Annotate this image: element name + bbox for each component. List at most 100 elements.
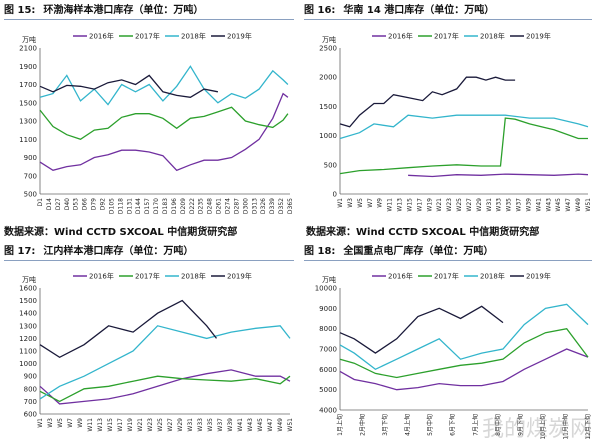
chart-2-xtick-25: W51 [287,418,294,432]
chart-1-xtick-18: W37 [516,198,523,212]
chart-2-xtick-24: W49 [277,418,284,432]
chart-1-series-2016年 [408,173,589,178]
chart-2-ytick-1: 700 [24,398,37,406]
chart-2-xtick-21: W43 [247,418,254,432]
chart-3-xtick-9: 10月上旬 [539,414,547,440]
chart-2-xtick-8: W17 [117,418,124,432]
chart-1-xtick-24: W49 [575,198,582,212]
chart-3-xtick-6: 7月上旬 [471,414,479,436]
chart-3-series-2017年 [339,327,589,379]
chart-2-xtick-23: W47 [267,418,274,432]
chart-2-xtick-9: W19 [127,418,134,432]
chart-17-title-bar: 图 17: 江内样本港口库存（单位：万吨） [4,244,294,261]
chart-3-ylabel: 万吨 [322,275,336,284]
chart-2-xtick-22: W45 [257,418,264,432]
chart-1-ylabel: 万吨 [322,35,336,44]
chart-3-series-2018年 [339,303,589,371]
chart-3-xtick-4: 5月中旬 [426,414,434,436]
chart-0-ytick-6: 1700 [19,81,37,89]
chart-3-ytick-1: 5000 [319,386,337,394]
chart-3-legend-label-3: 2019年 [526,272,551,281]
chart-0-ytick-8: 2100 [19,45,37,53]
chart-0-xtick-4: D53 [73,198,80,210]
chart-3-ytick-4: 8000 [319,325,337,333]
chart-16-title-bar: 图 16: 华南 14 港口库存（单位：万吨） [304,3,592,20]
chart-0-xtick-3: D40 [64,198,71,210]
chart-2-ytick-6: 1200 [19,335,37,343]
chart-1-xtick-4: W9 [377,198,384,208]
chart-1-xtick-12: W25 [456,198,463,212]
chart-2-ytick-8: 1400 [19,310,37,318]
chart-1-xtick-9: W19 [426,198,433,212]
chart-3-ytick-6: 10000 [315,285,337,293]
chart-1-xtick-3: W7 [367,198,374,208]
chart-0-xtick-10: D131 [126,198,133,214]
chart-2-xtick-10: W21 [137,418,144,432]
chart-2-xtick-4: W9 [77,418,84,428]
chart-3-series-2016年 [339,348,589,391]
chart-1-legend-label-3: 2019年 [526,32,551,41]
chart-3-xtick-3: 4月上旬 [404,414,412,436]
chart-0-xtick-24: D313 [251,198,258,214]
chart-0-xtick-28: D365 [287,198,294,214]
chart-17-title: 江内样本港口库存（单位：万吨） [43,246,194,257]
chart-1-xtick-10: W21 [436,198,443,212]
chart-0-xtick-15: D196 [171,198,178,214]
chart-0-xtick-19: D248 [207,198,214,214]
source-caption-right: 数据来源：Wind CCTD SXCOAL 中信期货研究部 [306,227,540,238]
chart-3-legend-label-0: 2016年 [388,272,413,281]
chart-3-ytick-5: 9000 [319,305,337,313]
chart-0-ytick-4: 1300 [19,118,37,126]
chart-3-xtick-7: 8月中旬 [494,414,502,436]
chart-1-legend-label-1: 2017年 [434,32,459,41]
chart-1-ytick-1: 500 [324,161,337,169]
chart-1-xtick-16: W33 [496,198,503,212]
chart-1-series-2018年 [339,114,589,140]
chart-3-ytick-3: 7000 [319,346,337,354]
chart-0-ytick-1: 700 [24,172,37,180]
chart-2-legend-label-3: 2019年 [227,272,252,281]
chart-3-xtick-11: 12月下旬 [584,414,592,440]
chart-0-ytick-0: 500 [24,191,37,199]
chart-0-xtick-16: D209 [180,198,187,214]
chart-1-xtick-2: W5 [357,198,364,208]
chart-0-xtick-6: D79 [91,198,98,210]
chart-18-title-bar: 图 18: 全国重点电厂库存（单位：万吨） [304,244,592,261]
chart-2-ytick-0: 600 [24,411,37,419]
chart-0-xtick-21: D274 [225,198,232,214]
chart-2-legend-label-0: 2016年 [89,272,114,281]
chart-15-title-bar: 图 15: 环渤海样本港口库存（单位：万吨） [4,3,294,20]
chart-0-ytick-5: 1500 [19,99,37,107]
chart-2-series-2016年 [39,369,291,405]
chart-0-xtick-13: D170 [153,198,160,214]
chart-2-ytick-9: 1500 [19,297,37,305]
chart-1-ytick-0: 0 [333,191,337,199]
chart-2-ytick-5: 1100 [19,348,37,356]
chart-1-xtick-15: W31 [486,198,493,212]
chart-0-legend-label-2: 2018年 [181,32,206,41]
chart-0-xtick-17: D222 [189,198,196,214]
chart-0-xtick-1: D14 [46,198,53,210]
chart-3-ytick-2: 6000 [319,366,337,374]
source-caption-left: 数据来源：Wind CCTD SXCOAL 中信期货研究部 [4,227,238,238]
chart-0-xtick-26: D339 [269,198,276,214]
chart-1-xtick-5: W11 [387,198,394,212]
chart-0-xtick-5: D66 [82,198,89,210]
chart-17-river-port-inventory: 万吨 600 700 800 900 1000 1100 1200 1300 1400 1500 16… [19,272,294,432]
chart-1-xtick-1: W3 [347,198,354,208]
chart-2-legend-label-1: 2017年 [135,272,160,281]
chart-16-title: 华南 14 港口库存（单位：万吨） [343,5,495,16]
chart-18-title: 全国重点电厂库存（单位：万吨） [343,246,494,257]
chart-0-legend-label-1: 2017年 [135,32,160,41]
chart-0-series-2016年 [39,92,289,172]
chart-2-xtick-19: W39 [227,418,234,432]
chart-2-xtick-18: W37 [217,418,224,432]
chart-3-series-2019年 [339,305,504,354]
chart-0-xtick-7: D92 [100,198,107,210]
chart-0-xtick-18: D235 [198,198,205,214]
chart-1-xtick-8: W17 [416,198,423,212]
chart-0-legend-label-3: 2019年 [227,32,252,41]
chart-3-legend-label-2: 2018年 [480,272,505,281]
chart-1-xtick-25: W51 [585,198,592,212]
